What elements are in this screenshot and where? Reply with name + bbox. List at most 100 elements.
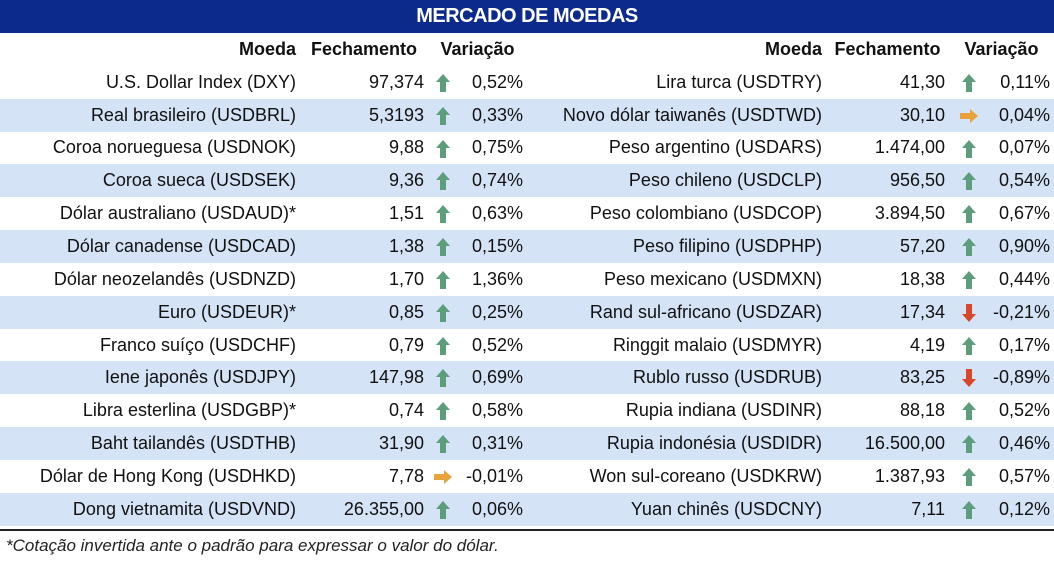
change-value: 0,07% [998, 137, 1050, 158]
close-value: 5,3193 [300, 98, 428, 132]
trend-down-arrow-icon [949, 361, 989, 395]
close-value: 30,10 [826, 98, 949, 132]
trend-up-arrow-icon [428, 230, 458, 263]
change-value: 0,33% [458, 98, 527, 132]
change-value: 0,75% [471, 137, 523, 158]
change-value: 0,90% [989, 230, 1054, 263]
header-close: Fechamento [300, 33, 428, 66]
trend-up-arrow-icon [428, 295, 458, 329]
change-value: 0,57% [998, 465, 1050, 486]
trend-up-arrow-icon [949, 460, 989, 493]
change-value: -0,89% [989, 361, 1054, 395]
table-row: Real brasileiro (USDBRL) 5,3193 0,33% [0, 98, 527, 132]
header-close: Fechamento [826, 33, 949, 66]
currency-name: Dólar de Hong Kong (USDHKD) [39, 465, 296, 486]
table-row: Peso argentino (USDARS) 1.474,00 0,07% [527, 132, 1054, 165]
trend-up-arrow-icon [949, 230, 989, 263]
close-value: 9,88 [388, 137, 424, 158]
table-row: Peso colombiano (USDCOP) 3.894,50 0,67% [527, 197, 1054, 230]
change-value: 0,31% [458, 427, 527, 460]
table-row: U.S. Dollar Index (DXY) 97,374 0,52% [0, 66, 527, 99]
footnote: *Cotação invertida ante o padrão para ex… [6, 536, 499, 555]
change-value: 0,06% [458, 492, 527, 526]
close-value: 1.387,93 [874, 465, 945, 486]
currency-name: Franco suíço (USDCHF) [99, 334, 296, 355]
currency-name: Iene japonês (USDJPY) [0, 361, 300, 395]
trend-up-arrow-icon [428, 197, 458, 230]
table-row: Rupia indiana (USDINR) 88,18 0,52% [527, 394, 1054, 427]
change-value: 0,52% [471, 334, 523, 355]
currency-name: Rupia indonésia (USDIDR) [527, 427, 826, 460]
currency-name: Peso colombiano (USDCOP) [589, 203, 822, 224]
currency-name: Dong vietnamita (USDVND) [0, 492, 300, 526]
trend-up-arrow-icon [428, 66, 458, 99]
table-row: Lira turca (USDTRY) 41,30 0,11% [527, 66, 1054, 99]
table-row: Rand sul-africano (USDZAR) 17,34 -0,21% [527, 295, 1054, 329]
currency-name: Dólar neozelandês (USDNZD) [53, 268, 296, 289]
close-value: 1.474,00 [874, 137, 945, 158]
close-value: 88,18 [899, 400, 945, 421]
close-value: 41,30 [899, 71, 945, 92]
table-row: Peso chileno (USDCLP) 956,50 0,54% [527, 164, 1054, 198]
table-row: Franco suíço (USDCHF) 0,79 0,52% [0, 329, 527, 362]
currency-name: Coroa sueca (USDSEK) [0, 164, 300, 198]
close-value: 18,38 [899, 268, 945, 289]
table-row: Iene japonês (USDJPY) 147,98 0,69% [0, 361, 527, 395]
change-value: -0,21% [989, 295, 1054, 329]
trend-up-arrow-icon [428, 263, 458, 296]
trend-flat-arrow-icon [949, 98, 989, 132]
trend-up-arrow-icon [949, 66, 989, 99]
change-value: 0,69% [458, 361, 527, 395]
close-value: 7,78 [388, 465, 424, 486]
header-currency: Moeda [0, 33, 300, 66]
trend-up-arrow-icon [949, 492, 989, 526]
table-row: Peso mexicano (USDMXN) 18,38 0,44% [527, 263, 1054, 296]
table-row: Won sul-coreano (USDKRW) 1.387,93 0,57% [527, 460, 1054, 493]
change-value: 0,52% [998, 400, 1050, 421]
close-value: 97,374 [368, 71, 424, 92]
change-value: 0,46% [989, 427, 1054, 460]
trend-up-arrow-icon [949, 132, 989, 165]
trend-up-arrow-icon [428, 427, 458, 460]
page-title: MERCADO DE MOEDAS [0, 0, 1054, 33]
currency-name: Peso chileno (USDCLP) [527, 164, 826, 198]
currency-name: Peso filipino (USDPHP) [527, 230, 826, 263]
trend-up-arrow-icon [428, 329, 458, 362]
close-value: 16.500,00 [826, 427, 949, 460]
currency-name: U.S. Dollar Index (DXY) [105, 71, 296, 92]
trend-up-arrow-icon [949, 394, 989, 427]
trend-flat-arrow-icon [428, 460, 458, 493]
change-value: 0,15% [458, 230, 527, 263]
table-row: Dólar de Hong Kong (USDHKD) 7,78 -0,01% [0, 460, 527, 493]
table-row: Dong vietnamita (USDVND) 26.355,00 0,06% [0, 492, 527, 526]
table-row: Coroa sueca (USDSEK) 9,36 0,74% [0, 164, 527, 198]
close-value: 4,19 [909, 334, 945, 355]
close-value: 1,38 [300, 230, 428, 263]
change-value: 0,04% [989, 98, 1054, 132]
close-value: 7,11 [826, 492, 949, 526]
close-value: 3.894,50 [874, 203, 945, 224]
trend-up-arrow-icon [428, 361, 458, 395]
table-row: Dólar australiano (USDAUD)* 1,51 0,63% [0, 197, 527, 230]
close-value: 0,74 [388, 400, 424, 421]
change-value: 0,11% [1000, 71, 1050, 92]
trend-up-arrow-icon [949, 263, 989, 296]
close-value: 57,20 [826, 230, 949, 263]
currency-name: Yuan chinês (USDCNY) [527, 492, 826, 526]
currency-name: Baht tailandês (USDTHB) [0, 427, 300, 460]
currency-name: Real brasileiro (USDBRL) [0, 98, 300, 132]
change-value: 0,74% [458, 164, 527, 198]
trend-up-arrow-icon [949, 197, 989, 230]
trend-down-arrow-icon [949, 295, 989, 329]
table-row: Euro (USDEUR)* 0,85 0,25% [0, 295, 527, 329]
table-row: Rublo russo (USDRUB) 83,25 -0,89% [527, 361, 1054, 395]
trend-up-arrow-icon [428, 394, 458, 427]
bottom-divider [0, 529, 1054, 531]
table-row: Libra esterlina (USDGBP)* 0,74 0,58% [0, 394, 527, 427]
table-row: Yuan chinês (USDCNY) 7,11 0,12% [527, 492, 1054, 526]
table-row: Baht tailandês (USDTHB) 31,90 0,31% [0, 427, 527, 460]
currency-name: Peso argentino (USDARS) [608, 137, 822, 158]
table-row: Rupia indonésia (USDIDR) 16.500,00 0,46% [527, 427, 1054, 460]
trend-up-arrow-icon [428, 492, 458, 526]
header-change: Variação [428, 33, 527, 66]
